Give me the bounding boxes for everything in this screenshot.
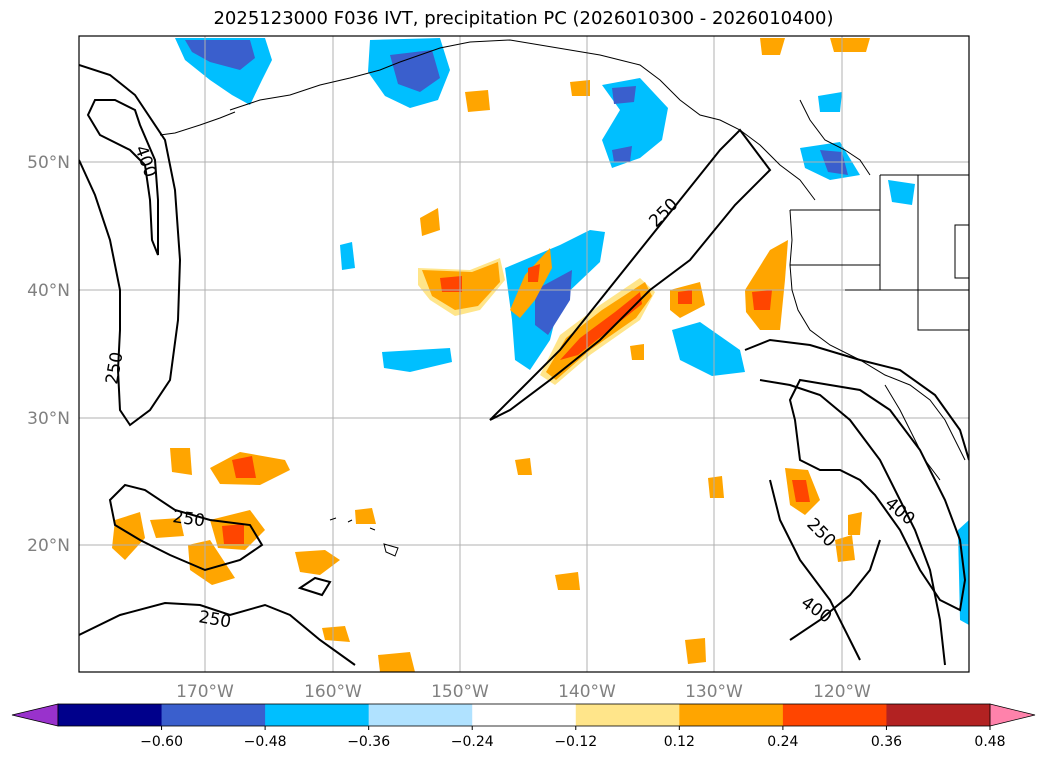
neg-area-bering-core [185, 40, 255, 70]
pos-area-c5 [570, 80, 590, 96]
pos-area-central-core [440, 276, 462, 292]
colorbar-cell [161, 704, 266, 726]
colorbar-tick-label: −0.60 [140, 734, 183, 750]
graticule [79, 36, 969, 672]
lon-labels: 170°W 160°W 150°W 140°W 130°W 120°W [176, 682, 871, 702]
contour-250-south [79, 601, 356, 666]
pos-area-sw8 [355, 508, 376, 524]
colorbar-cell [679, 704, 784, 726]
colorbar-cell [472, 704, 577, 726]
pos-area-sw16 [848, 512, 862, 535]
pos-area-sw1-core [232, 456, 256, 478]
colorbar-tick-label: 0.24 [767, 734, 798, 750]
colorbar-tick-label: 0.48 [974, 734, 1005, 750]
neg-area-gulf-core [612, 86, 636, 104]
pos-area-sw7 [295, 550, 340, 575]
pos-area-sw20 [630, 344, 644, 360]
neg-area-small2 [340, 242, 355, 270]
aleutians [159, 111, 236, 136]
us-coast [789, 209, 966, 461]
colorbar-cell [58, 704, 163, 726]
lon-label: 120°W [813, 682, 871, 702]
precip-shading [112, 38, 969, 672]
contour-400-south [769, 479, 861, 661]
lon-label: 140°W [558, 682, 616, 702]
pos-area-c2 [510, 248, 552, 318]
pos-area-sw19 [515, 458, 532, 475]
contour-250-east [744, 338, 969, 666]
colorbar-cell [886, 704, 991, 726]
baja [884, 384, 941, 481]
neg-area-alaska-core [390, 50, 440, 92]
neg-area-west [382, 348, 452, 372]
colorbar-extend-min [11, 703, 59, 727]
lon-label: 170°W [176, 682, 234, 702]
contour-250-nw [79, 64, 182, 427]
pos-area-sw10 [378, 652, 415, 672]
lat-labels: 50°N 40°N 30°N 20°N [27, 153, 70, 556]
us-state-lines [790, 175, 969, 331]
pos-area-c3 [420, 208, 440, 236]
lon-label: 160°W [304, 682, 362, 702]
pos-area-sw18 [830, 38, 870, 52]
hawaii [329, 517, 399, 557]
pos-area-sw5 [150, 518, 184, 538]
pos-area-sw11 [555, 572, 580, 590]
colorbar-tick-label: 0.12 [664, 734, 695, 750]
neg-area-small1 [818, 92, 842, 112]
colorbar-tick-label: −0.12 [554, 734, 597, 750]
colorbar-cell [265, 704, 370, 726]
colorbar-tick-label: −0.36 [347, 734, 390, 750]
pos-area-c6-core [678, 290, 692, 304]
colorbar-frame [57, 703, 991, 727]
pos-area-sw12 [685, 638, 706, 664]
pos-area-sw2 [170, 448, 192, 475]
colorbar-extend-max [989, 703, 1036, 727]
colorbar-cell [368, 704, 473, 726]
pos-area-sw14-core [792, 480, 810, 502]
contour-250-ar [489, 128, 772, 421]
lat-label: 50°N [27, 153, 70, 173]
colorbar-cell [782, 704, 887, 726]
neg-area-east [672, 322, 745, 376]
bc-coast [799, 99, 871, 176]
pos-area-sw4 [112, 512, 145, 560]
lon-label: 150°W [431, 682, 489, 702]
negative-anomaly-areas [175, 38, 969, 625]
pos-area-coast-core [752, 290, 772, 310]
lat-label: 40°N [27, 281, 70, 301]
colorbar-tick-label: −0.24 [451, 734, 494, 750]
contour-400-nw [86, 99, 159, 256]
pos-area-sw3-core [222, 524, 244, 544]
positive-anomaly-areas [112, 38, 870, 672]
contour-small-loop [297, 576, 332, 597]
colorbar-tick-label: 0.36 [871, 734, 902, 750]
contour-label: 250 [171, 507, 206, 531]
pos-area-sw17 [760, 38, 785, 55]
contour-400-east [788, 378, 967, 612]
colorbar: −0.60 −0.48 −0.36 −0.24 −0.12 0.12 0.24 0.36 0.4… [11, 703, 1036, 750]
pos-area-c2-core [528, 264, 540, 282]
contour-400-inner [789, 539, 881, 641]
lon-label: 130°W [685, 682, 743, 702]
colorbar-cell [575, 704, 680, 726]
lat-label: 20°N [27, 536, 70, 556]
pos-area-c4 [465, 90, 490, 112]
pos-area-sw6 [188, 540, 235, 585]
pos-area-sw9 [322, 626, 350, 642]
ivt-contours [79, 64, 969, 666]
map-title: 2025123000 F036 IVT, precipitation PC (2… [213, 8, 834, 29]
colorbar-tick-label: −0.48 [244, 734, 287, 750]
pos-area-sw13 [708, 476, 724, 498]
pos-area-sw15 [835, 535, 855, 562]
neg-area-pnw [888, 180, 915, 205]
neg-area-mid-core [535, 270, 572, 335]
plot-area: 400 250 250 250 250 250 250 400 400 [79, 36, 969, 672]
neg-area-gulf-core2 [612, 146, 632, 162]
pos-area-ar-core [560, 292, 642, 360]
contour-250-sw [108, 483, 264, 572]
plot-frame [78, 35, 970, 673]
lat-label: 30°N [27, 409, 70, 429]
